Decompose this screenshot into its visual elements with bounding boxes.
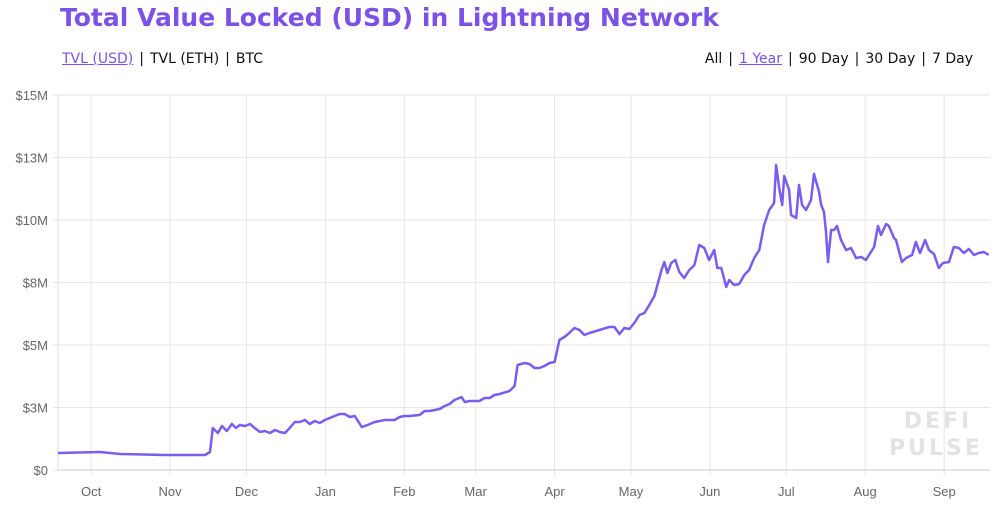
x-tick-label: Feb — [393, 484, 415, 499]
x-tick-label: May — [619, 484, 644, 499]
x-tick-label: Jun — [699, 484, 720, 499]
currency-tabs: TVL (USD) | TVL (ETH) | BTC — [62, 51, 263, 67]
svg-text:DEFI: DEFI — [904, 409, 973, 434]
tab-btc[interactable]: BTC — [235, 51, 264, 67]
x-tick-label: Oct — [81, 484, 102, 499]
separator: | — [728, 51, 733, 67]
y-tick-label: $5M — [23, 338, 48, 353]
y-tick-label: $8M — [23, 276, 48, 291]
y-tick-label: $13M — [15, 151, 48, 166]
y-tick-label: $15M — [15, 88, 48, 103]
x-tick-label: Aug — [854, 484, 877, 499]
defi-pulse-watermark: DEFI PULSE — [889, 409, 983, 461]
range-90-day[interactable]: 90 Day — [798, 51, 849, 67]
separator: | — [139, 51, 144, 67]
x-tick-label: Nov — [158, 484, 182, 499]
x-tick-label: Jan — [315, 484, 336, 499]
y-tick-label: $0 — [34, 463, 48, 478]
x-tick-label: Mar — [464, 484, 487, 499]
x-tick-label: Sep — [933, 484, 956, 499]
x-tick-label: Jul — [778, 484, 795, 499]
range-1-year[interactable]: 1 Year — [738, 51, 782, 67]
range-7-day[interactable]: 7 Day — [931, 51, 973, 67]
svg-text:PULSE: PULSE — [889, 436, 983, 461]
x-tick-label: Apr — [544, 484, 565, 499]
y-tick-label: $3M — [23, 401, 48, 416]
tvl-series-line — [57, 163, 990, 457]
chart-title: Total Value Locked (USD) in Lightning Ne… — [60, 3, 719, 32]
range-tabs: All | 1 Year | 90 Day | 30 Day | 7 Day — [705, 51, 973, 67]
range-all[interactable]: All — [704, 51, 723, 67]
separator: | — [225, 51, 230, 67]
y-tick-label: $10M — [15, 213, 48, 228]
x-tick-label: Dec — [235, 484, 259, 499]
range-30-day[interactable]: 30 Day — [865, 51, 916, 67]
tab-tvl-eth[interactable]: TVL (ETH) — [149, 51, 220, 67]
tab-tvl-usd[interactable]: TVL (USD) — [62, 51, 134, 67]
separator: | — [921, 51, 926, 67]
separator: | — [787, 51, 793, 67]
separator: | — [854, 51, 860, 67]
